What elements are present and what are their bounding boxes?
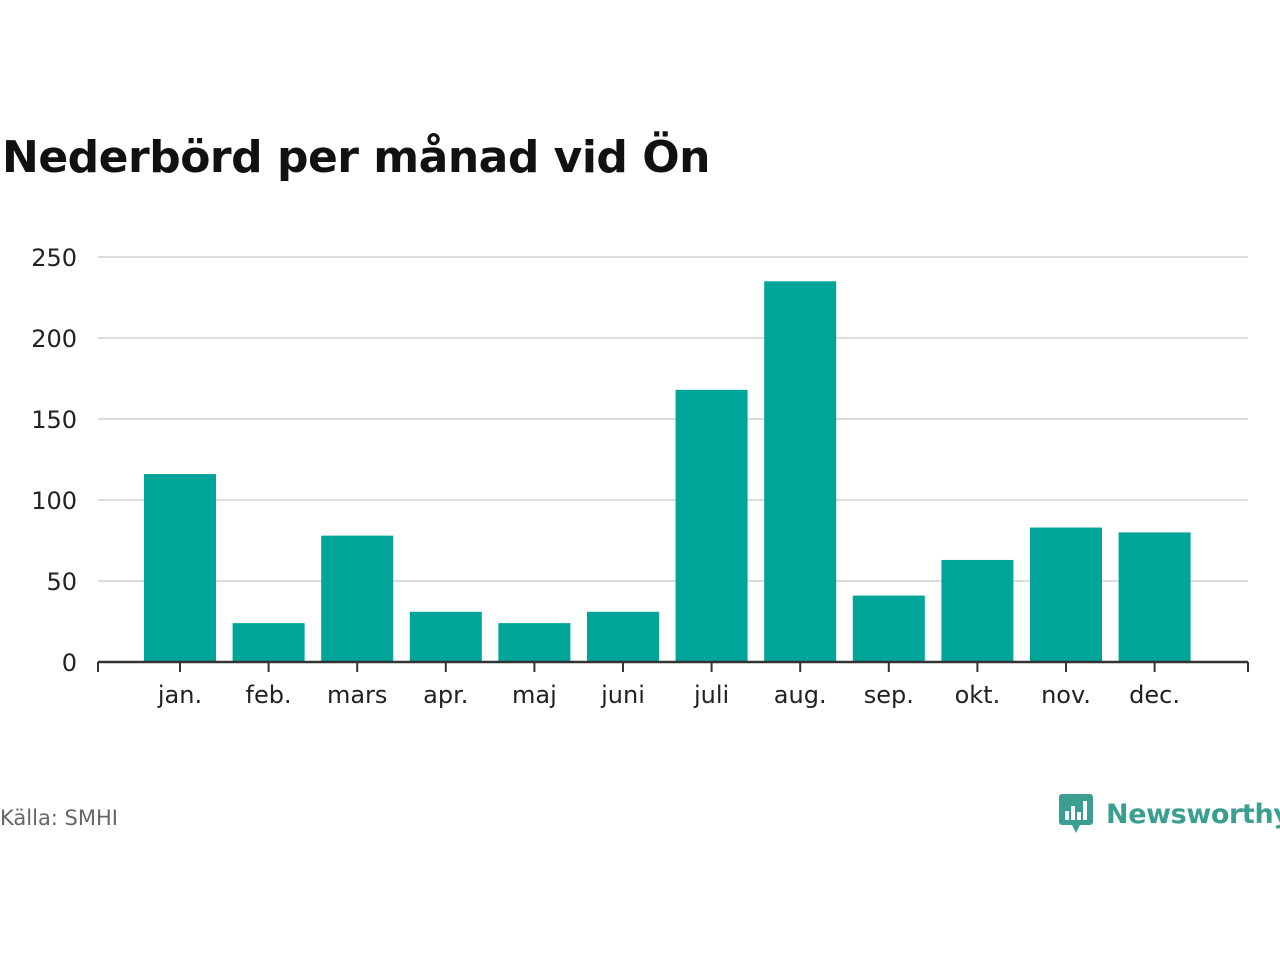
x-tick-label: jan. <box>157 681 202 709</box>
x-tick-label: nov. <box>1041 681 1091 709</box>
bar-dec <box>1118 532 1191 662</box>
bar-juli <box>675 389 748 662</box>
bars <box>144 281 1191 662</box>
y-tick-label: 150 <box>31 406 77 434</box>
x-tick-label: mars <box>327 681 387 709</box>
bar-juni <box>587 611 659 662</box>
x-tick-label: juli <box>693 681 729 709</box>
bar-nov <box>1030 527 1102 662</box>
x-tick-label: juni <box>600 681 645 709</box>
x-tick-label: feb. <box>246 681 292 709</box>
bar-mars <box>321 535 394 662</box>
x-axis-ticks: jan. feb. mars apr. maj juni juli aug. sep. okt. n… <box>157 681 1180 709</box>
x-tick-label: okt. <box>955 681 1001 709</box>
x-axis <box>97 660 1249 672</box>
x-tick-label: aug. <box>774 681 827 709</box>
brand-logo: Newsworthy <box>1058 792 1280 836</box>
y-axis-ticks: 0 50 100 150 200 250 <box>31 244 77 677</box>
bar-sep <box>852 595 925 662</box>
x-tick-label: maj <box>512 681 557 709</box>
brand-name: Newsworthy <box>1106 798 1280 830</box>
bar-feb <box>232 623 305 662</box>
y-tick-label: 200 <box>31 325 77 353</box>
y-tick-label: 100 <box>31 487 77 515</box>
x-tick-label: dec. <box>1129 681 1180 709</box>
x-tick-label: apr. <box>423 681 468 709</box>
bar-aug <box>764 281 837 662</box>
bar-okt <box>941 559 1014 662</box>
y-tick-label: 250 <box>31 244 77 272</box>
source-note: Källa: SMHI <box>0 806 118 830</box>
newsworthy-chat-bars-icon <box>1059 794 1093 833</box>
y-tick-label: 0 <box>62 649 77 677</box>
x-tick-label: sep. <box>864 681 914 709</box>
y-tick-label: 50 <box>46 568 77 596</box>
bar-jan <box>144 474 216 662</box>
bar-maj <box>498 623 571 662</box>
bar-apr <box>409 611 482 662</box>
chart-title: Nederbörd per månad vid Ön <box>2 132 710 183</box>
